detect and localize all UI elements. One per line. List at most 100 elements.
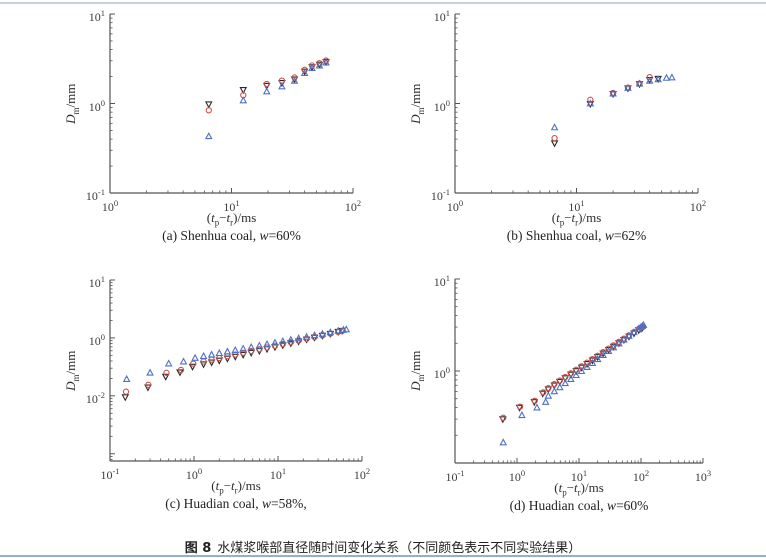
triangle-down-marker [207,359,216,367]
triangle-up-marker [599,350,607,359]
circle-marker [646,73,653,81]
subplot-d-xtick-10e-1: 10-1 [445,468,465,484]
subplot-b-y-axis-label: Dm/mm [408,83,426,124]
figure-caption-number: 图 8 [184,541,212,556]
triangle-down-marker [188,363,197,371]
subplot-c-series-experiment-3-blue [122,325,351,383]
subplot-a-series-experiment-2-red [205,57,330,114]
triangle-up-marker [567,374,575,382]
triangle-up-marker [609,343,618,351]
triangle-up-marker [555,383,564,391]
circle-marker [240,349,247,356]
triangle-up-marker [638,321,647,330]
triangle-up-marker [223,347,232,355]
subplot-d-y-axis-label: Dm/mm [408,350,426,391]
triangle-up-marker [179,357,188,365]
triangle-up-marker [122,374,131,383]
triangle-down-marker [588,357,597,365]
subplot-a-x-axis-label: (tp−tr)/ms [206,210,257,228]
triangle-up-marker [231,345,240,354]
subplot-a-xtick-10e0: 100 [101,198,119,214]
subplot-c-xtick-10e1: 101 [269,466,287,482]
subplot-b-ytick-10e-1: 10-1 [430,187,450,203]
triangle-up-marker [290,76,299,84]
triangle-up-marker [263,340,271,348]
circle-marker [291,74,298,81]
circle-marker [531,397,538,404]
triangle-down-marker [583,360,591,369]
triangle-up-marker [247,342,256,351]
circle-marker [316,60,323,67]
circle-marker [594,352,601,359]
triangle-down-marker [286,340,295,348]
triangle-up-marker [586,99,595,107]
triangle-up-marker [278,337,287,345]
page-bottom-rule [0,555,766,557]
triangle-up-marker [146,368,154,376]
triangle-up-marker [278,82,286,90]
subplot-d-xtick-10e0: 100 [508,468,526,484]
triangle-up-marker [239,344,247,352]
triangle-up-marker [255,341,264,349]
triangle-down-marker [567,371,575,379]
triangle-up-marker [609,89,617,97]
subplot-c-xtick-10e2: 102 [353,466,371,482]
triangle-down-marker [161,373,170,381]
triangle-up-marker [630,328,638,336]
triangle-up-marker [315,61,324,69]
triangle-up-marker [593,354,602,363]
subplot-b-ytick-10e0: 100 [433,97,450,114]
subplot-b-xtick-10e2: 102 [689,198,707,214]
subplot-d [454,278,704,464]
triangle-up-marker [635,79,644,87]
subplot-b-series-experiment-3-blue [550,73,676,131]
triangle-up-marker [544,391,553,399]
subplot-c-ytick-10e1: 101 [88,274,105,290]
triangle-up-marker [204,132,213,140]
triangle-down-marker [278,342,287,350]
circle-marker [540,389,547,396]
subplot-c-xtick-10e-1: 10-1 [100,466,120,482]
triangle-up-marker [541,397,550,405]
circle-marker [500,414,507,421]
triangle-up-marker [215,348,224,357]
subplot-c-caption: (c) Huadian coal, w=58%, [165,496,307,511]
triangle-down-marker [550,140,559,148]
triangle-up-marker [302,332,311,340]
triangle-down-marker [593,354,602,362]
subplot-c-x-axis-label: (tp−tr)/ms [211,478,261,496]
figure-caption-text: 水煤浆喉部直径随时间变化关系（不同颜色表示不同实验结果） [217,541,582,556]
page-top-rule [0,2,766,4]
subplot-d-xtick-10e1: 101 [570,468,588,484]
subplot-a-xtick-10e1: 101 [223,198,240,214]
subplot-a [109,13,354,194]
subplot-a-ytick-10e-1: 10-1 [85,187,105,203]
triangle-down-marker [544,386,553,394]
circle-marker [551,135,558,142]
triangle-down-marker [625,333,633,341]
triangle-down-marker [555,378,564,387]
subplot-c-ytick-10e0: 100 [88,331,105,348]
triangle-up-marker [550,123,559,131]
triangle-up-marker [164,359,173,367]
triangle-down-marker [550,382,559,390]
triangle-down-marker [586,101,595,109]
subplot-b-xtick-10e1: 101 [568,198,585,214]
circle-marker [177,366,185,374]
triangle-up-marker [322,58,330,66]
circle-marker [263,80,270,88]
circle-marker [163,369,170,376]
circle-marker [589,356,596,363]
triangle-up-marker [518,411,526,419]
circle-marker [551,381,558,388]
subplot-d-xtick-10e2: 102 [632,468,650,484]
triangle-down-marker [561,375,570,383]
triangle-up-marker [533,403,541,411]
triangle-up-marker [207,350,216,358]
triangle-up-marker [662,73,671,81]
circle-marker [545,384,552,392]
triangle-down-marker [199,361,208,369]
triangle-down-marker [215,357,224,365]
subplot-d-x-axis-label: (tp−tr)/ms [554,480,604,498]
circle-marker [583,359,591,366]
